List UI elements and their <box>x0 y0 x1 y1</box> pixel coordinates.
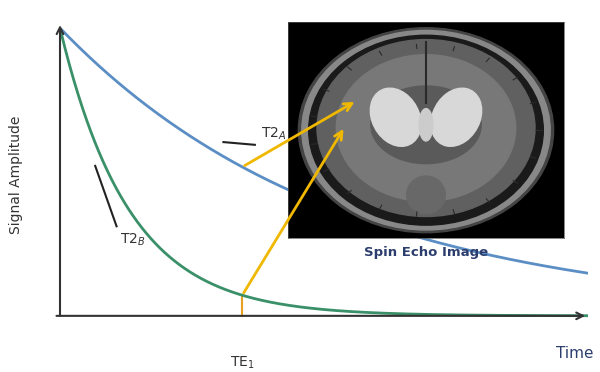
Text: Spin Echo Image: Spin Echo Image <box>364 246 488 259</box>
Text: TE$_1$: TE$_1$ <box>230 355 254 371</box>
Text: Signal Amplitude: Signal Amplitude <box>9 116 23 234</box>
Text: T2$_B$: T2$_B$ <box>121 232 146 248</box>
Ellipse shape <box>431 88 482 146</box>
Text: T2$_A$: T2$_A$ <box>261 125 287 142</box>
Ellipse shape <box>371 86 481 164</box>
Ellipse shape <box>407 176 445 214</box>
Ellipse shape <box>298 28 554 233</box>
Ellipse shape <box>337 55 516 201</box>
Ellipse shape <box>302 31 550 230</box>
Ellipse shape <box>370 88 421 146</box>
Ellipse shape <box>317 39 535 217</box>
Ellipse shape <box>309 35 544 225</box>
Text: Time: Time <box>556 346 593 361</box>
Ellipse shape <box>419 109 433 141</box>
